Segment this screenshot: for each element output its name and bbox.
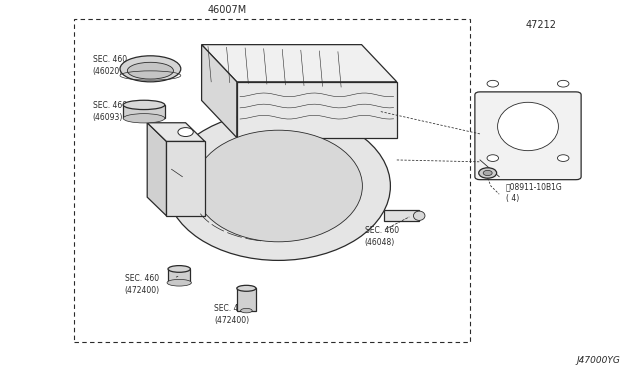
- Bar: [74, 19, 470, 342]
- Circle shape: [487, 80, 499, 87]
- Ellipse shape: [241, 308, 252, 313]
- Polygon shape: [168, 269, 191, 283]
- Text: J47000YG: J47000YG: [577, 356, 621, 365]
- Text: 46007M: 46007M: [207, 5, 247, 15]
- Ellipse shape: [123, 114, 165, 123]
- Ellipse shape: [195, 130, 362, 242]
- Text: SEC. 460
(46093): SEC. 460 (46093): [93, 101, 127, 122]
- Ellipse shape: [413, 211, 425, 220]
- Ellipse shape: [127, 62, 173, 79]
- Ellipse shape: [168, 266, 191, 272]
- Polygon shape: [147, 123, 205, 141]
- Ellipse shape: [498, 102, 558, 151]
- Ellipse shape: [237, 285, 256, 291]
- Text: SEC. 460
(46020): SEC. 460 (46020): [93, 55, 127, 76]
- Polygon shape: [237, 288, 256, 311]
- Circle shape: [483, 170, 492, 176]
- Text: SEC. 460
(472400): SEC. 460 (472400): [125, 274, 160, 295]
- Polygon shape: [147, 123, 166, 216]
- Text: 47212: 47212: [525, 20, 556, 30]
- Text: ⓝ08911-10B1G
( 4): ⓝ08911-10B1G ( 4): [506, 182, 563, 203]
- Text: SEC. 460
(472400): SEC. 460 (472400): [214, 304, 250, 325]
- Ellipse shape: [120, 56, 180, 82]
- Polygon shape: [202, 45, 237, 138]
- Polygon shape: [166, 141, 205, 216]
- Polygon shape: [237, 82, 397, 138]
- Polygon shape: [202, 45, 397, 82]
- Circle shape: [487, 155, 499, 161]
- Circle shape: [479, 168, 497, 178]
- Bar: [123, 105, 165, 118]
- Ellipse shape: [167, 279, 191, 286]
- FancyBboxPatch shape: [475, 92, 581, 180]
- Ellipse shape: [123, 100, 165, 109]
- Polygon shape: [384, 210, 419, 221]
- Circle shape: [178, 128, 193, 137]
- Text: SEC. 460
(46048): SEC. 460 (46048): [365, 226, 399, 247]
- Circle shape: [557, 155, 569, 161]
- Circle shape: [557, 80, 569, 87]
- Ellipse shape: [166, 112, 390, 260]
